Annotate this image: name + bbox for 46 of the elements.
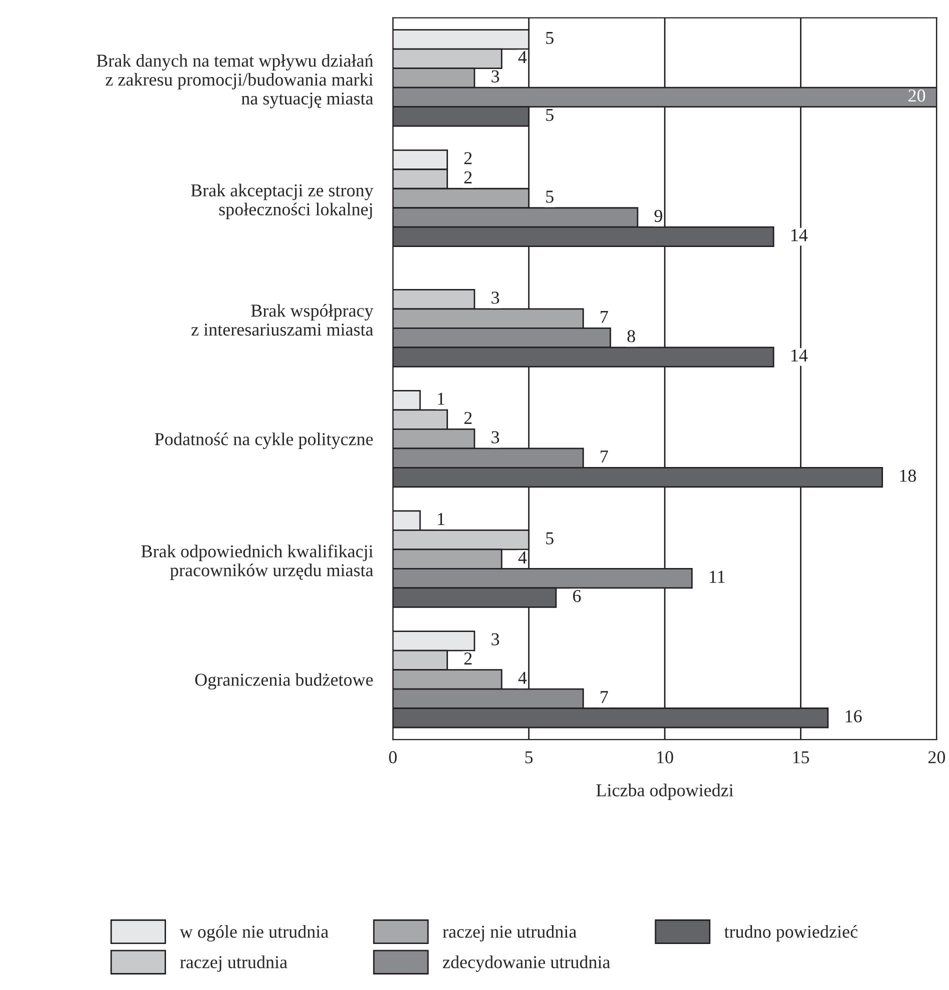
data-label: 7	[600, 691, 608, 703]
y-tick-label: Brak odpowiednich kwalifikacji pracowników urzędu miasta	[141, 544, 374, 580]
x-tick-label: 5	[525, 751, 533, 764]
data-label: 3	[492, 70, 500, 82]
data-label: 1	[438, 513, 444, 525]
data-label: 3	[492, 431, 500, 444]
legend-label: raczej utrudnia	[180, 956, 288, 972]
data-label: 5	[546, 32, 554, 44]
data-label: 5	[546, 108, 554, 121]
data-label: 7	[600, 311, 608, 323]
data-label: 16	[846, 710, 862, 722]
data-label: 7	[600, 450, 608, 462]
data-label: 3	[492, 292, 500, 304]
data-label: 2	[464, 652, 472, 664]
data-label: 1	[438, 392, 444, 405]
x-tick-label: 15	[793, 751, 810, 764]
x-axis-title: Liczba odpowiedzi	[596, 784, 734, 800]
x-tick-label: 20	[928, 751, 945, 764]
y-tick-label: Podatność na cykle polityczne	[154, 432, 373, 449]
data-label: 20	[908, 90, 926, 102]
data-label: 5	[546, 532, 554, 544]
y-tick-label: Brak akceptacji ze strony społeczności lokalnej	[190, 184, 374, 220]
data-label: 4	[518, 552, 527, 564]
data-label: 5	[546, 190, 554, 203]
data-label: 4	[518, 51, 527, 64]
y-tick-label: Ograniczenia budżetowe	[195, 673, 373, 690]
data-label: 2	[464, 152, 472, 164]
data-label: 2	[464, 171, 472, 184]
legend-label: zdecydowanie utrudnia	[442, 956, 610, 972]
legend-label: raczej nie utrudnia	[442, 925, 577, 942]
legend-label: trudno powiedzieć	[724, 925, 858, 942]
data-label: 6	[573, 590, 581, 602]
data-label: 11	[710, 570, 725, 583]
data-label: 18	[900, 470, 916, 482]
x-tick-label: 10	[657, 751, 674, 764]
data-label: 4	[518, 672, 527, 684]
data-label: 8	[627, 330, 636, 342]
data-label: 14	[791, 229, 808, 242]
data-label: 14	[791, 349, 808, 362]
legend-label: w ogóle nie utrudnia	[180, 925, 328, 942]
y-tick-label: Brak danych na temat wpływu działań z zakresu promocji/budowania marki na sytuację miasta	[96, 54, 374, 108]
data-label: 2	[464, 412, 472, 424]
y-tick-label: Brak współpracy z interesariuszami miasta	[191, 304, 374, 336]
data-label: 3	[492, 633, 500, 646]
data-label: 9	[654, 210, 662, 222]
x-tick-label: 0	[389, 751, 397, 764]
